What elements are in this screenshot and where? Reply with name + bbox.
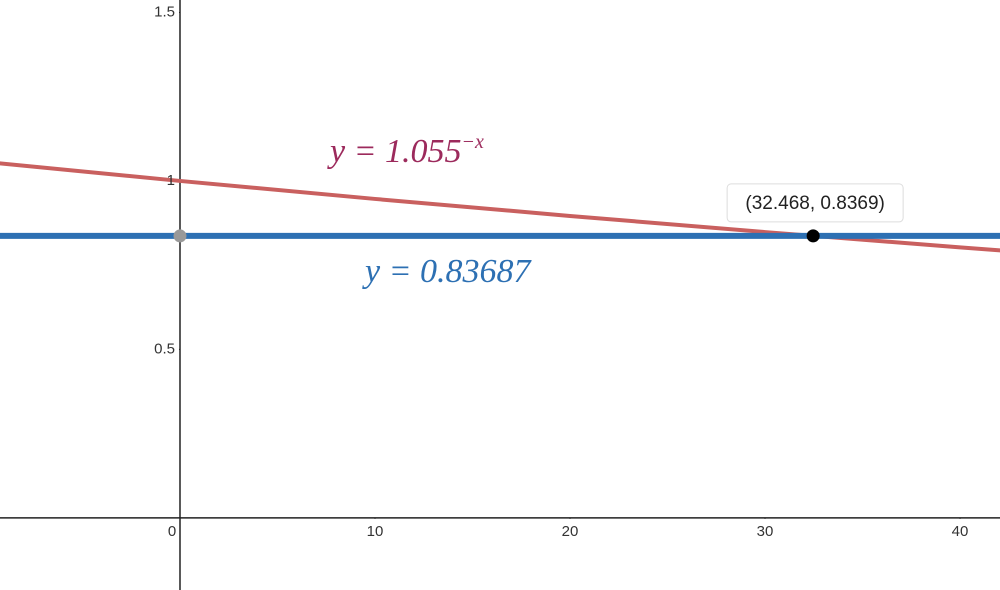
point-label: (32.468, 0.8369)	[745, 193, 884, 214]
line-label: y = 0.83687	[362, 253, 533, 290]
function-curve	[0, 161, 1000, 253]
x-tick-label: 10	[367, 523, 384, 540]
point	[173, 229, 187, 243]
curve-label-text: y = 1.055	[327, 133, 462, 170]
x-tick-label: 40	[952, 523, 969, 540]
curve-label: y = 1.055−x	[327, 131, 484, 170]
point-tooltip	[726, 183, 904, 223]
y-tick-label: 1.5	[154, 3, 175, 20]
y-tick-label: 1	[167, 172, 175, 189]
x-tick-label: 30	[757, 523, 774, 540]
point	[806, 229, 820, 243]
y-tick-label: 0.5	[154, 340, 175, 357]
x-tick-label: 20	[562, 523, 579, 540]
curve-label-exponent: −x	[462, 131, 484, 153]
x-tick-label: 0	[168, 523, 176, 540]
